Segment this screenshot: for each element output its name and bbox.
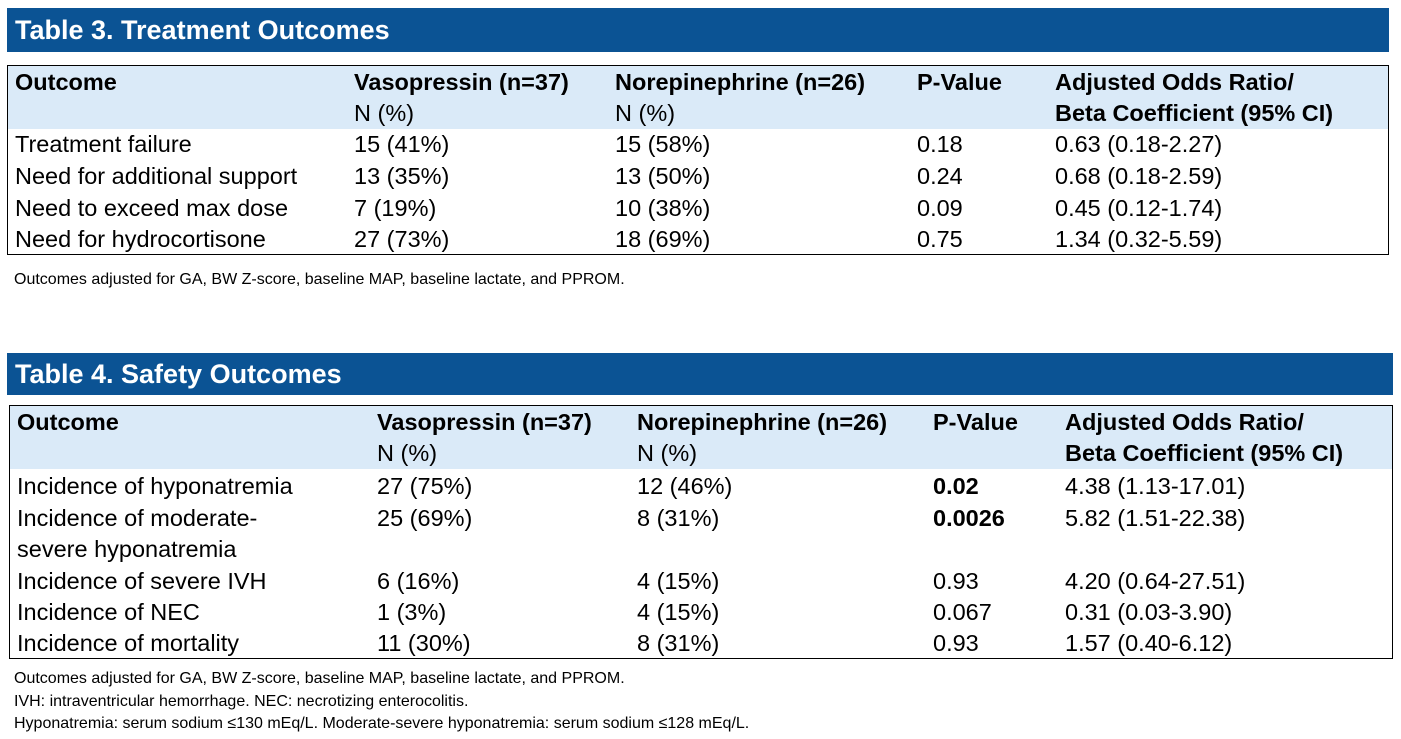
table-row: Need for additional support 13 (35%) 13 …	[8, 161, 1388, 193]
header-norepinephrine: Norepinephrine (n=26) N (%)	[637, 409, 888, 466]
cell-pvalue: 0.93	[933, 630, 979, 656]
cell-norepinephrine: 4 (15%)	[637, 568, 720, 594]
cell-aor: 4.38 (1.13-17.01)	[1065, 473, 1246, 499]
table-row: Incidence of mortality 11 (30%) 8 (31%) …	[10, 628, 1392, 659]
table-row: Incidence of moderate- severe hyponatrem…	[10, 503, 1392, 566]
header-vasopressin: Vasopressin (n=37) N (%)	[377, 409, 592, 466]
table4-footnote: Hyponatremia: serum sodium ≤130 mEq/L. M…	[14, 715, 750, 732]
cell-outcome: Treatment failure	[15, 131, 192, 157]
cell-vasopressin: 6 (16%)	[377, 568, 460, 594]
table4-footnote: IVH: intraventricular hemorrhage. NEC: n…	[14, 693, 469, 710]
cell-aor: 0.63 (0.18-2.27)	[1055, 131, 1223, 157]
cell-vasopressin: 15 (41%)	[354, 131, 450, 157]
table4-footnote: Outcomes adjusted for GA, BW Z-score, ba…	[14, 670, 625, 687]
cell-pvalue: 0.18	[917, 131, 963, 157]
cell-norepinephrine: 15 (58%)	[615, 131, 711, 157]
table3-header-row: Outcome Vasopressin (n=37) N (%) Norepin…	[8, 67, 1388, 129]
table4-header-row: Outcome Vasopressin (n=37) N (%) Norepin…	[10, 407, 1392, 469]
cell-outcome: Need for additional support	[15, 163, 298, 189]
cell-aor: 0.31 (0.03-3.90)	[1065, 599, 1233, 625]
table-row: Need to exceed max dose 7 (19%) 10 (38%)…	[8, 193, 1388, 225]
table-row: Incidence of hyponatremia 27 (75%) 12 (4…	[10, 471, 1392, 503]
cell-vasopressin: 11 (30%)	[377, 630, 471, 656]
header-vasopressin: Vasopressin (n=37) N (%)	[354, 69, 569, 126]
cell-aor: 5.82 (1.51-22.38)	[1065, 505, 1246, 531]
cell-pvalue: 0.067	[933, 599, 992, 625]
cell-vasopressin: 27 (75%)	[377, 473, 473, 499]
cell-pvalue: 0.02	[933, 473, 979, 499]
cell-vasopressin: 7 (19%)	[354, 195, 437, 221]
header-adjusted-odds-ratio: Adjusted Odds Ratio/ Beta Coefficient (9…	[1065, 409, 1344, 466]
cell-pvalue: 0.75	[917, 226, 963, 252]
cell-norepinephrine: 10 (38%)	[615, 195, 711, 221]
cell-aor: 0.45 (0.12-1.74)	[1055, 195, 1223, 221]
header-pvalue: P-Value	[917, 69, 1002, 95]
cell-vasopressin: 27 (73%)	[354, 226, 450, 252]
cell-pvalue: 0.93	[933, 568, 979, 594]
table-row: Incidence of severe IVH 6 (16%) 4 (15%) …	[10, 566, 1392, 598]
table4: Outcome Vasopressin (n=37) N (%) Norepin…	[9, 405, 1393, 659]
cell-outcome: Incidence of hyponatremia	[17, 473, 293, 499]
table3-footnote: Outcomes adjusted for GA, BW Z-score, ba…	[14, 271, 625, 288]
table-row: Need for hydrocortisone 27 (73%) 18 (69%…	[8, 224, 1388, 255]
cell-pvalue: 0.09	[917, 195, 963, 221]
cell-aor: 1.57 (0.40-6.12)	[1065, 630, 1233, 656]
header-pvalue: P-Value	[933, 409, 1018, 435]
header-outcome: Outcome	[15, 69, 117, 95]
cell-outcome: Incidence of NEC	[17, 599, 200, 625]
cell-norepinephrine: 12 (46%)	[637, 473, 733, 499]
cell-vasopressin: 13 (35%)	[354, 163, 450, 189]
cell-aor: 4.20 (0.64-27.51)	[1065, 568, 1246, 594]
table4-header-band	[10, 406, 1392, 469]
cell-outcome: Incidence of moderate- severe hyponatrem…	[17, 505, 258, 562]
table-row: Treatment failure 15 (41%) 15 (58%) 0.18…	[8, 129, 1388, 161]
cell-vasopressin: 1 (3%)	[377, 599, 447, 625]
table3-title: Table 3. Treatment Outcomes	[7, 8, 1389, 52]
header-outcome: Outcome	[17, 409, 119, 435]
header-adjusted-odds-ratio: Adjusted Odds Ratio/ Beta Coefficient (9…	[1055, 69, 1334, 126]
cell-pvalue: 0.24	[917, 163, 963, 189]
cell-outcome: Incidence of severe IVH	[17, 568, 267, 594]
cell-norepinephrine: 4 (15%)	[637, 599, 720, 625]
cell-aor: 1.34 (0.32-5.59)	[1055, 226, 1223, 252]
cell-norepinephrine: 18 (69%)	[615, 226, 711, 252]
cell-norepinephrine: 13 (50%)	[615, 163, 711, 189]
cell-aor: 0.68 (0.18-2.59)	[1055, 163, 1223, 189]
cell-vasopressin: 25 (69%)	[377, 505, 473, 531]
table3-header-band	[8, 66, 1388, 129]
table3: Outcome Vasopressin (n=37) N (%) Norepin…	[7, 65, 1389, 255]
cell-outcome: Incidence of mortality	[17, 630, 240, 656]
table-row: Incidence of NEC 1 (3%) 4 (15%) 0.067 0.…	[10, 597, 1392, 629]
cell-outcome: Need to exceed max dose	[15, 195, 289, 221]
header-norepinephrine: Norepinephrine (n=26) N (%)	[615, 69, 866, 126]
cell-outcome: Need for hydrocortisone	[15, 226, 266, 252]
cell-pvalue: 0.0026	[933, 505, 1005, 531]
cell-norepinephrine: 8 (31%)	[637, 630, 720, 656]
cell-norepinephrine: 8 (31%)	[637, 505, 720, 531]
table4-title: Table 4. Safety Outcomes	[7, 353, 1393, 395]
